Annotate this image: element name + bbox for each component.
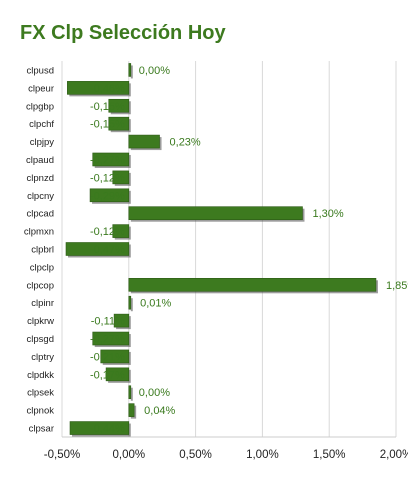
bar	[128, 403, 135, 417]
category-label: clpsar	[29, 424, 54, 435]
category-label: clpclp	[30, 262, 54, 273]
bar	[65, 242, 130, 256]
bars	[65, 63, 378, 437]
value-label: 1,30%	[312, 208, 343, 220]
bar	[67, 81, 130, 95]
x-tick-labels: -0,50% 0,00% 0,50% 1,00% 1,50% 2,00%	[44, 449, 408, 461]
bar	[108, 116, 130, 131]
value-label: -0,21%	[90, 351, 125, 363]
bar	[128, 134, 160, 149]
bar	[105, 367, 130, 382]
value-label: -0,44%	[90, 423, 125, 435]
bar	[113, 313, 130, 328]
value-label: -0,27%	[90, 334, 125, 346]
category-label: clpcop	[27, 280, 54, 291]
category-label: clpeur	[28, 83, 54, 94]
bar-shadow	[130, 298, 133, 312]
bar	[128, 63, 132, 77]
category-label: clpgbp	[26, 101, 54, 112]
bar	[128, 295, 132, 310]
bar	[92, 331, 130, 346]
bar	[108, 98, 130, 113]
value-label: -0,11%	[91, 316, 125, 328]
category-label: clpchf	[29, 119, 54, 130]
category-label: clpmxn	[24, 227, 54, 238]
value-label: 0,23%	[170, 137, 201, 149]
category-label: clpnzd	[27, 173, 54, 184]
x-tick-label: 1,00%	[246, 449, 279, 461]
category-label: clpkrw	[27, 316, 54, 327]
bar	[128, 385, 132, 400]
value-label: 0,01%	[140, 298, 171, 310]
value-label: -0,46%	[90, 83, 125, 95]
x-tick-label: 0,50%	[179, 449, 212, 461]
category-label: clpnok	[27, 406, 55, 417]
bar	[112, 224, 130, 238]
value-label: -0,47%	[90, 244, 125, 256]
bar	[69, 421, 130, 435]
category-labels: clpusd clpeur clpgbp clpchf clpjpy clpaud clpn…	[24, 65, 54, 434]
category-label: clpcny	[27, 191, 54, 202]
value-label: 1,85%	[386, 280, 408, 292]
value-label: -0,27%	[90, 154, 125, 166]
value-label: -0,15%	[90, 119, 125, 131]
x-tick-label: 1,50%	[313, 449, 346, 461]
bar	[128, 278, 377, 292]
value-labels: 0,00% -0,46% -0,15% -0,15% 0,23% -0,27% -0,12%…	[90, 65, 408, 435]
x-tick-label: 2,00%	[380, 449, 408, 461]
bar-shadow	[130, 65, 133, 79]
chart-title: FX Clp Selección Hoy	[20, 22, 226, 44]
value-label: 0,00%	[139, 387, 170, 399]
value-label: -0,12%	[90, 172, 125, 184]
category-label: clptry	[31, 352, 54, 363]
value-label: 0,04%	[144, 405, 175, 417]
bar	[89, 188, 130, 203]
category-label: clpcad	[27, 209, 54, 220]
bar	[100, 349, 130, 364]
category-label: clpsek	[27, 388, 54, 399]
x-tick-label: -0,50%	[44, 449, 80, 461]
bar	[128, 206, 303, 220]
category-label: clpjpy	[30, 137, 55, 148]
category-label: clpaud	[26, 155, 54, 166]
value-label: -0,17%	[90, 369, 125, 381]
value-label: 0,00%	[139, 65, 170, 77]
category-label: clpbrl	[31, 245, 54, 256]
value-label: -0,15%	[90, 101, 125, 113]
category-label: clpinr	[31, 298, 54, 309]
category-label: clpsgd	[27, 334, 54, 345]
bar	[112, 170, 130, 185]
x-tick-label: 0,00%	[112, 449, 145, 461]
category-label: clpusd	[27, 65, 54, 76]
category-label: clpdkk	[27, 370, 54, 381]
bar	[92, 152, 130, 167]
value-label: -0,12%	[90, 226, 125, 238]
value-label: -0,29%	[90, 190, 125, 202]
bar-shadow	[130, 387, 133, 401]
